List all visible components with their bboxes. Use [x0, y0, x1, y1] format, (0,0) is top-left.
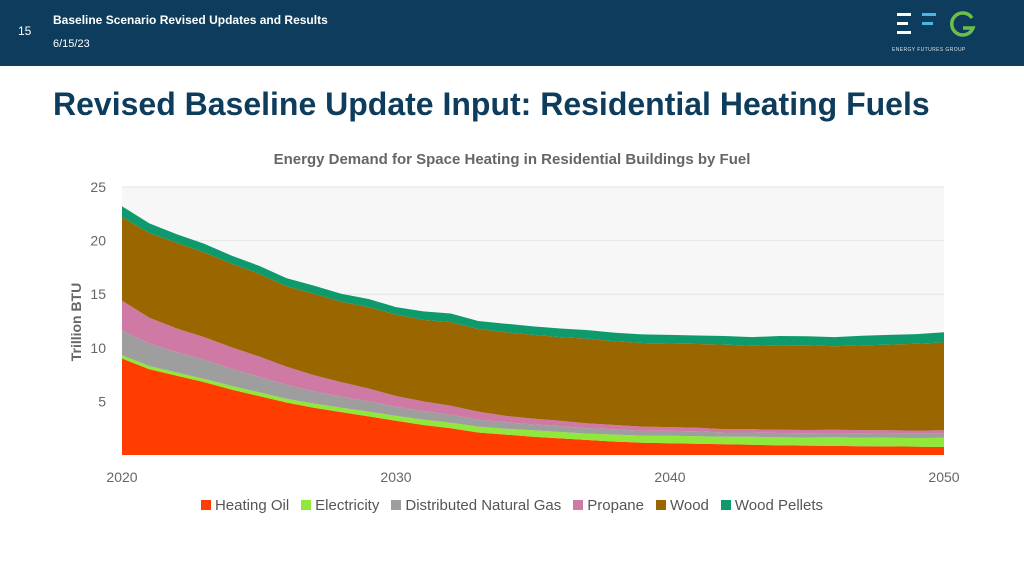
legend-swatch	[301, 500, 312, 510]
legend-swatch	[655, 500, 666, 510]
y-tick-label: 15	[90, 286, 106, 302]
slide-number: 15	[18, 24, 32, 38]
header-bar: 15 Baseline Scenario Revised Updates and…	[0, 0, 1024, 66]
legend-item: Propane	[573, 497, 644, 514]
chart-title: Energy Demand for Space Heating in Resid…	[274, 151, 751, 168]
y-tick-label: 10	[90, 340, 106, 356]
legend-item: Heating Oil	[200, 497, 290, 514]
legend-label: Propane	[587, 497, 644, 514]
efg-logo-icon	[897, 11, 976, 37]
header-title: Baseline Scenario Revised Updates and Re…	[53, 13, 328, 27]
x-tick-label: 2030	[380, 469, 411, 485]
legend-item: Wood Pellets	[720, 497, 824, 514]
y-tick-label: 20	[90, 233, 106, 249]
legend-item: Electricity	[301, 497, 379, 514]
y-tick-label: 5	[98, 393, 106, 409]
legend-item: Distributed Natural Gas	[391, 497, 561, 514]
area-series-wood	[122, 217, 944, 431]
area-series-electricity	[122, 355, 944, 447]
legend-swatch	[573, 500, 584, 510]
x-tick-label: 2020	[106, 469, 137, 485]
x-tick-label: 2040	[654, 469, 685, 485]
legend-label: Wood Pellets	[734, 497, 824, 514]
y-tick-label: 25	[90, 179, 106, 195]
legend-swatch	[391, 500, 402, 510]
chart-legend: Heating Oil Electricity Distributed Natura…	[0, 497, 1024, 514]
legend-label: Electricity	[315, 497, 380, 514]
header-date: 6/15/23	[53, 38, 90, 50]
area-series-heating-oil	[122, 358, 944, 455]
legend-swatch	[200, 500, 211, 510]
stacked-area-chart: Energy Demand for Space Heating in Resid…	[68, 151, 960, 485]
logo-tagline: ENERGY FUTURES GROUP	[892, 47, 966, 53]
legend-label: Distributed Natural Gas	[405, 497, 562, 514]
legend-item: Wood	[655, 497, 709, 514]
area-series-propane	[122, 300, 944, 434]
y-axis-label: Trillion BTU	[68, 283, 84, 362]
slide-title: Revised Baseline Update Input: Residenti…	[53, 86, 930, 122]
x-tick-label: 2050	[928, 469, 959, 485]
legend-label: Wood	[669, 497, 709, 514]
legend-label: Heating Oil	[214, 497, 290, 514]
legend-swatch	[720, 500, 731, 510]
